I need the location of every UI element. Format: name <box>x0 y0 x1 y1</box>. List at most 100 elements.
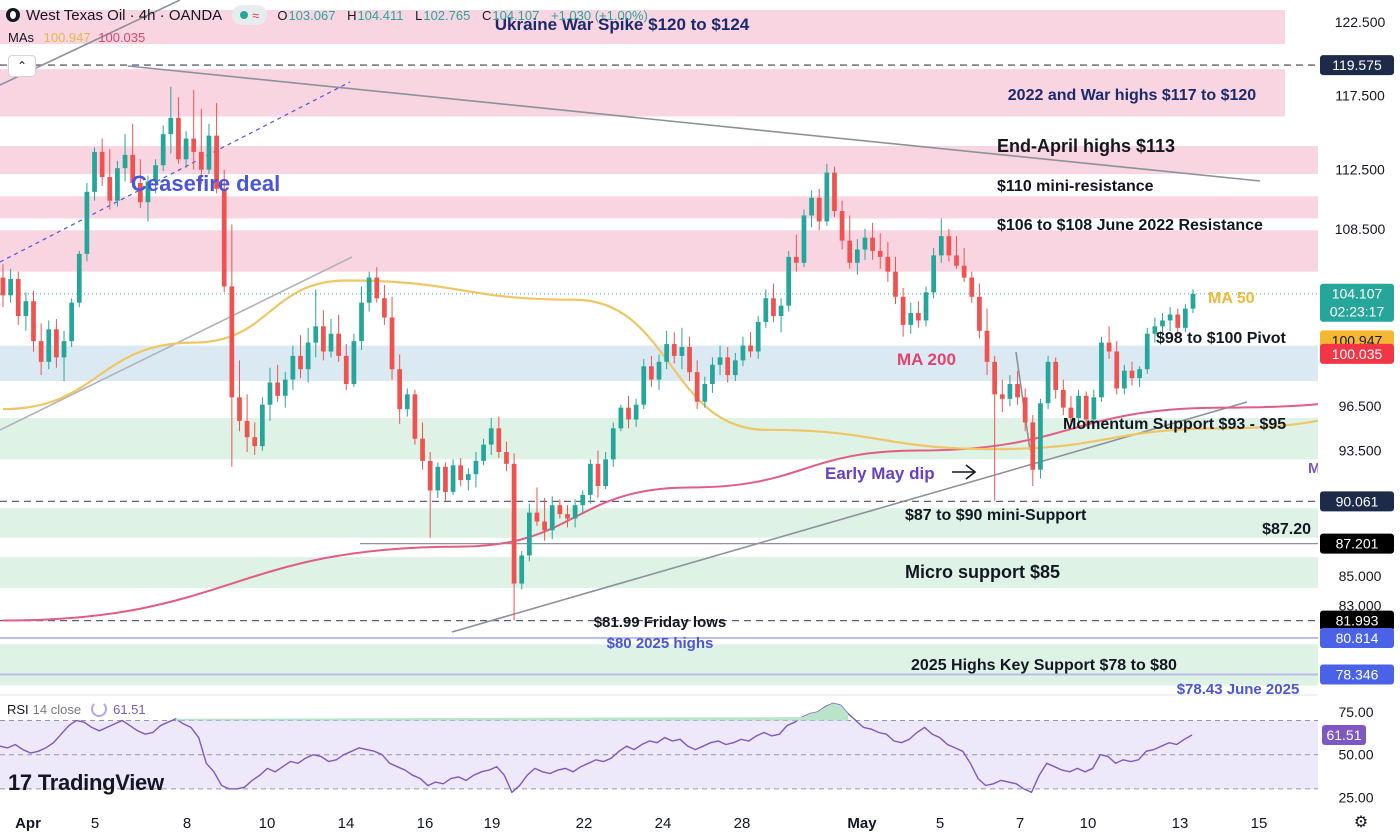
chart-annotation: MA 50 <box>1208 290 1255 307</box>
candle-body <box>404 394 410 410</box>
candle-body <box>1152 326 1158 334</box>
rsi-legend[interactable]: RSI 14 close 61.51 <box>7 701 146 717</box>
candle <box>46 320 52 370</box>
time-tick-label: 13 <box>1172 815 1189 832</box>
candle <box>443 462 448 501</box>
candle-body <box>122 154 128 169</box>
rsi-tick-label: 75.00 <box>1338 704 1373 720</box>
candle <box>702 376 708 408</box>
candle-body <box>321 326 326 352</box>
candle-body <box>244 420 250 438</box>
candle <box>710 357 715 393</box>
candle-body <box>15 279 21 316</box>
candle-body <box>23 301 29 316</box>
collapse-legend-button[interactable]: ⌃ <box>8 55 36 77</box>
candle-body <box>1190 293 1196 309</box>
candle-body <box>801 215 807 263</box>
candle <box>1053 357 1059 399</box>
candle-body <box>450 465 456 492</box>
candle-body <box>8 279 13 296</box>
candle <box>198 109 204 185</box>
price-label-bg <box>1320 55 1394 76</box>
rsi-value-bg <box>1322 725 1366 746</box>
candle-body <box>557 505 563 515</box>
candle-body <box>1045 361 1051 404</box>
gear-icon[interactable]: ⚙ <box>1353 814 1369 831</box>
time-tick-label: 10 <box>259 815 276 832</box>
candle <box>1167 307 1173 331</box>
candle-body <box>542 521 547 531</box>
change-value: +1.030 (+1.00%) <box>550 7 648 23</box>
candle <box>99 138 105 186</box>
price-label-value: 100.035 <box>1332 346 1383 362</box>
candle <box>618 404 624 432</box>
candle-body <box>710 364 715 384</box>
price-tick-label: 85.000 <box>1339 568 1382 584</box>
candle <box>1137 366 1142 387</box>
candle-body <box>435 466 441 491</box>
candle-body <box>694 372 700 402</box>
candle <box>313 289 319 358</box>
candle <box>534 487 540 526</box>
candle-body <box>252 437 258 447</box>
candle <box>107 148 113 210</box>
trendline <box>451 401 1248 633</box>
chart-annotation: $78.43 June 2025 <box>1177 681 1300 698</box>
chart-annotation: $81.99 Friday lows <box>594 614 727 631</box>
candle-body <box>588 463 593 495</box>
symbol-title[interactable]: West Texas Oil · 4h · OANDA <box>26 6 223 24</box>
status-pill[interactable]: ≈ <box>232 5 268 25</box>
candle-body <box>565 514 570 519</box>
candle-body <box>656 361 662 380</box>
candle-body <box>99 151 105 178</box>
candle <box>389 296 395 380</box>
candle-body <box>0 277 6 296</box>
price-tick-label: 108.500 <box>1335 221 1386 237</box>
candle <box>916 301 921 328</box>
candle-body <box>237 397 242 421</box>
candle-body <box>275 382 280 396</box>
candle-body <box>740 345 746 361</box>
candle-body <box>160 134 166 166</box>
candle <box>343 344 349 390</box>
candle <box>656 354 662 390</box>
candle <box>61 330 67 382</box>
candle <box>206 123 212 175</box>
candle-body <box>343 355 349 384</box>
candle <box>504 441 509 472</box>
candle-body <box>130 154 136 183</box>
candle <box>1152 317 1158 343</box>
candle <box>748 332 753 358</box>
price-label-value: 81.993 <box>1336 613 1379 629</box>
candle <box>542 497 547 541</box>
time-tick-label: 28 <box>734 815 751 832</box>
candle <box>23 292 29 331</box>
zone-band <box>0 508 1318 538</box>
candle <box>1068 395 1074 426</box>
candle-body <box>412 394 418 439</box>
candle-body <box>1091 397 1097 420</box>
candle <box>237 360 242 432</box>
tradingview-logo[interactable]: 17 TradingView <box>8 770 164 796</box>
candle <box>458 457 464 486</box>
price-label-bg <box>1320 533 1394 554</box>
candle <box>465 468 471 491</box>
candle-body <box>31 301 36 342</box>
candle <box>938 218 944 263</box>
candle-body <box>496 428 502 452</box>
candle-body <box>191 138 197 152</box>
candle-body <box>1175 314 1181 328</box>
candle-body <box>748 345 753 352</box>
rsi-legend-value: 61.51 <box>113 701 146 717</box>
candle-body <box>1099 342 1104 398</box>
open-label: O <box>277 7 288 23</box>
mas-legend[interactable]: MAs 100.947 100.035 <box>8 30 145 45</box>
candle <box>999 379 1005 413</box>
candle <box>671 332 677 364</box>
price-tick-label: 83.000 <box>1339 598 1382 614</box>
candle <box>649 355 654 387</box>
zones-layer <box>0 10 1318 686</box>
candle-body <box>999 394 1005 399</box>
chart-annotation: Ceasefire deal <box>131 171 280 196</box>
